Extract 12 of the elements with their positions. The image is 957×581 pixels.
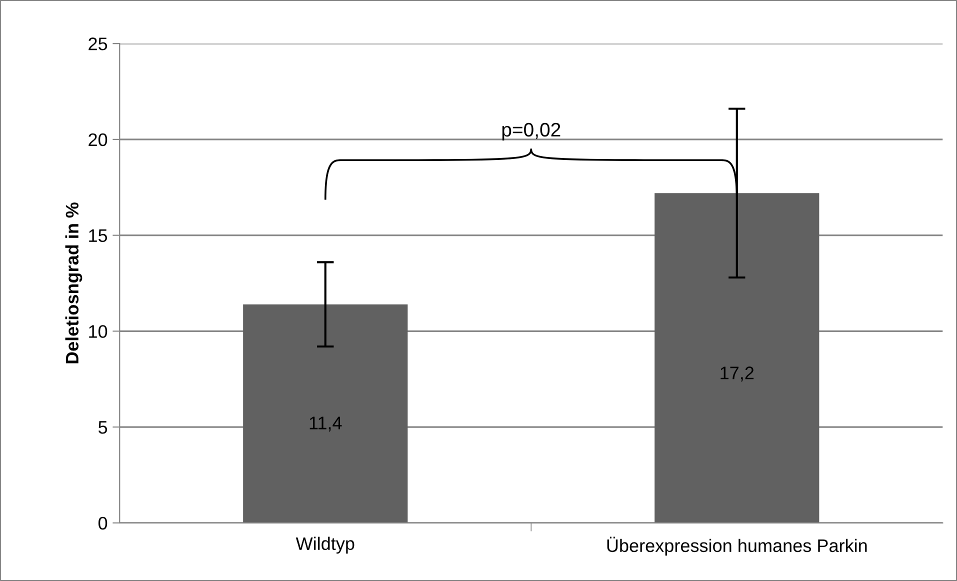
y-tick-label: 20	[88, 133, 108, 146]
annotation: p=0,02	[502, 122, 560, 140]
y-tick-label: 25	[88, 38, 108, 50]
y-axis-title: Deletiosngrad in %	[65, 202, 82, 364]
data-label: 17,2	[720, 366, 754, 382]
y-tick-label: 5	[98, 421, 108, 434]
x-tick-label: Überexpression humanes Parkin	[607, 536, 867, 556]
y-tick-label: 15	[89, 229, 108, 242]
y-tick-label: 0	[98, 516, 108, 530]
data-label: 11,4	[310, 416, 342, 432]
y-tick-label: 10	[89, 325, 108, 338]
x-tick-label: Wildtyp	[296, 536, 354, 554]
